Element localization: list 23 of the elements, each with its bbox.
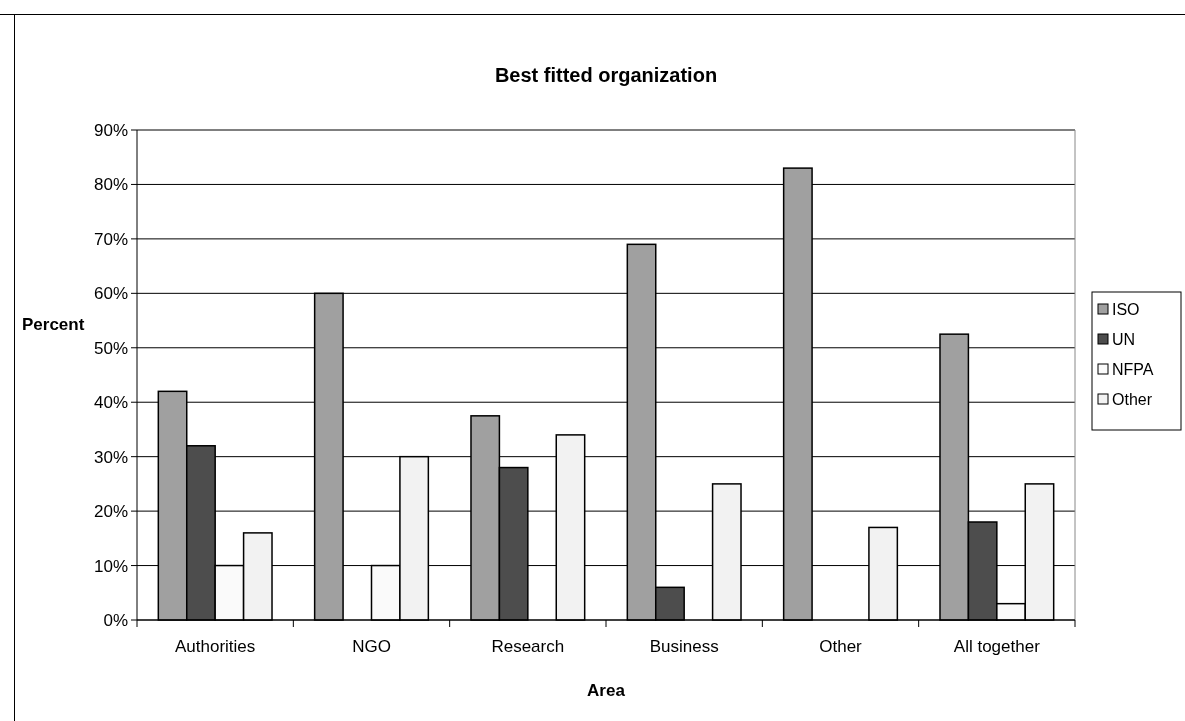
x-tick-label: NGO <box>352 637 391 656</box>
y-axis-title: Percent <box>22 315 85 334</box>
y-tick-label: 80% <box>93 175 128 195</box>
y-tick-label: 40% <box>93 393 128 413</box>
y-tick-label: 70% <box>93 229 128 249</box>
y-tick-label: 0% <box>103 610 128 630</box>
x-tick-label: All together <box>953 637 1041 656</box>
x-tick-label: Authorities <box>175 637 256 656</box>
x-axis-title: Area <box>587 681 626 700</box>
y-tick-label: 10% <box>93 556 128 576</box>
legend-label: UN <box>1112 330 1136 348</box>
legend-label: Other <box>1112 390 1153 408</box>
y-tick-label: 90% <box>93 120 128 140</box>
x-tick-label: Other <box>819 637 863 656</box>
legend-label: NFPA <box>1112 360 1154 378</box>
x-tick-label: Business <box>649 637 719 656</box>
y-tick-label: 60% <box>93 284 128 304</box>
y-tick-label: 50% <box>93 338 128 358</box>
legend-label: ISO <box>1112 300 1140 318</box>
chart-title: Best fitted organization <box>494 64 718 86</box>
y-tick-label: 20% <box>93 502 128 522</box>
y-tick-label: 30% <box>93 447 128 467</box>
x-tick-label: Research <box>491 637 565 656</box>
